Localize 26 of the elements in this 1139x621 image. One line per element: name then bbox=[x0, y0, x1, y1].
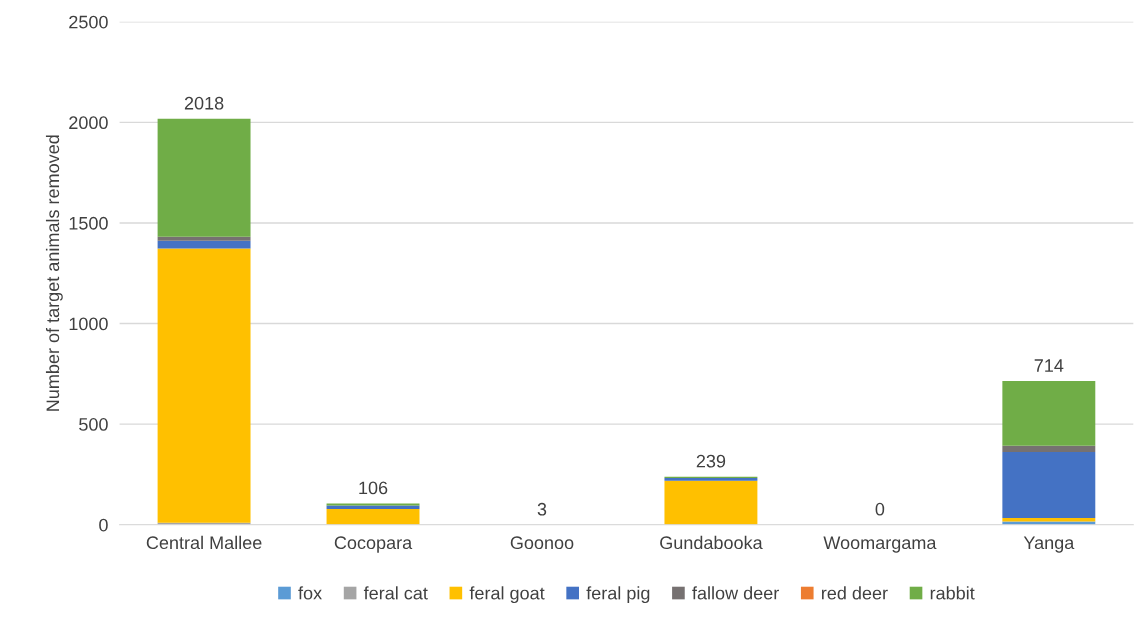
legend-label: fallow deer bbox=[692, 586, 779, 600]
total-label: 106 bbox=[359, 481, 388, 495]
y-tick-label: 500 bbox=[79, 418, 108, 431]
x-tick-label: Goonoo bbox=[510, 536, 574, 550]
legend-label: fox bbox=[298, 586, 322, 600]
legend-label: rabbit bbox=[930, 586, 975, 600]
total-label: 2018 bbox=[184, 96, 224, 110]
x-tick-label: Gundabooka bbox=[660, 535, 763, 550]
total-label: 3 bbox=[537, 502, 547, 516]
legend-label: feral cat bbox=[363, 586, 428, 600]
total-label: 714 bbox=[1034, 359, 1064, 372]
y-tick-label: 1500 bbox=[69, 216, 108, 230]
total-label: 0 bbox=[875, 502, 885, 516]
y-tick-label: 2500 bbox=[69, 15, 108, 29]
y-tick-label: 2000 bbox=[69, 116, 108, 130]
y-tick-label: 0 bbox=[99, 518, 108, 532]
x-tick-label: Central Mallee bbox=[146, 535, 262, 550]
legend-label: feral pig bbox=[586, 586, 650, 604]
legend-label: feral goat bbox=[469, 586, 545, 604]
y-tick-label: 1000 bbox=[69, 317, 108, 331]
legend-label: red deer bbox=[821, 586, 888, 600]
x-tick-label: Yanga bbox=[1023, 536, 1075, 553]
y-axis-title: Number of target animals removed bbox=[45, 135, 63, 411]
x-tick-label: Woomargama bbox=[823, 536, 937, 553]
total-label: 239 bbox=[696, 454, 726, 468]
x-tick-label: Cocopara bbox=[334, 536, 413, 553]
